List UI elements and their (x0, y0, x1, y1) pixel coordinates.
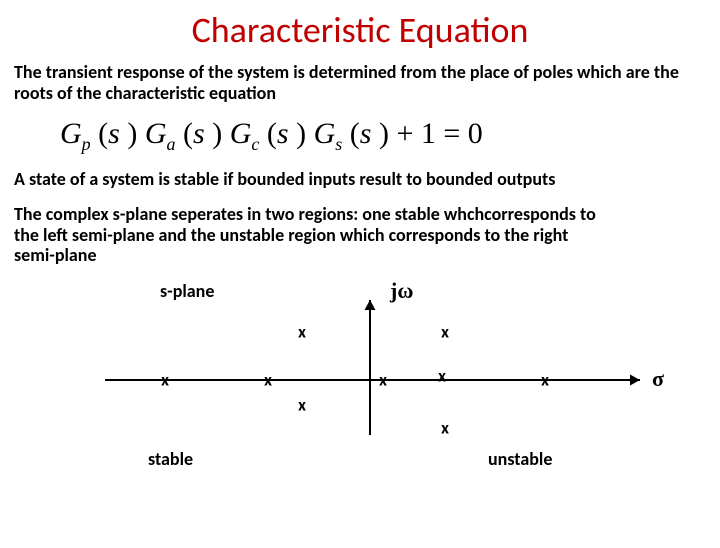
pole-marker: x (379, 370, 387, 391)
diagram-label-stable: stable (148, 448, 193, 470)
diagram-label-jw: jω (390, 278, 413, 304)
diagram-label-sigma: σ (652, 366, 664, 392)
slide-title: Characteristic Equation (0, 8, 720, 52)
pole-marker: x (541, 370, 549, 391)
diagram-label-unstable: unstable (488, 448, 552, 470)
pole-marker: x (298, 322, 306, 343)
paragraph-2: A state of a system is stable if bounded… (0, 169, 720, 190)
pole-marker: x (161, 370, 169, 391)
pole-marker: x (441, 322, 449, 343)
axes-svg (0, 280, 720, 480)
paragraph-1: The transient response of the system is … (0, 62, 720, 103)
pole-marker: x (298, 395, 306, 416)
pole-marker: x (264, 370, 272, 391)
pole-marker: x (441, 418, 449, 439)
characteristic-equation: Gp (s ) Ga (s ) Gc (s ) Gs (s ) + 1 = 0 (0, 117, 720, 155)
paragraph-3: The complex s-plane seperates in two reg… (0, 204, 720, 266)
diagram-label-splane: s-plane (160, 280, 214, 302)
pole-marker: x (438, 366, 446, 387)
s-plane-diagram: s-plane jω σ stable unstable x x x x x x x x x (0, 280, 720, 480)
